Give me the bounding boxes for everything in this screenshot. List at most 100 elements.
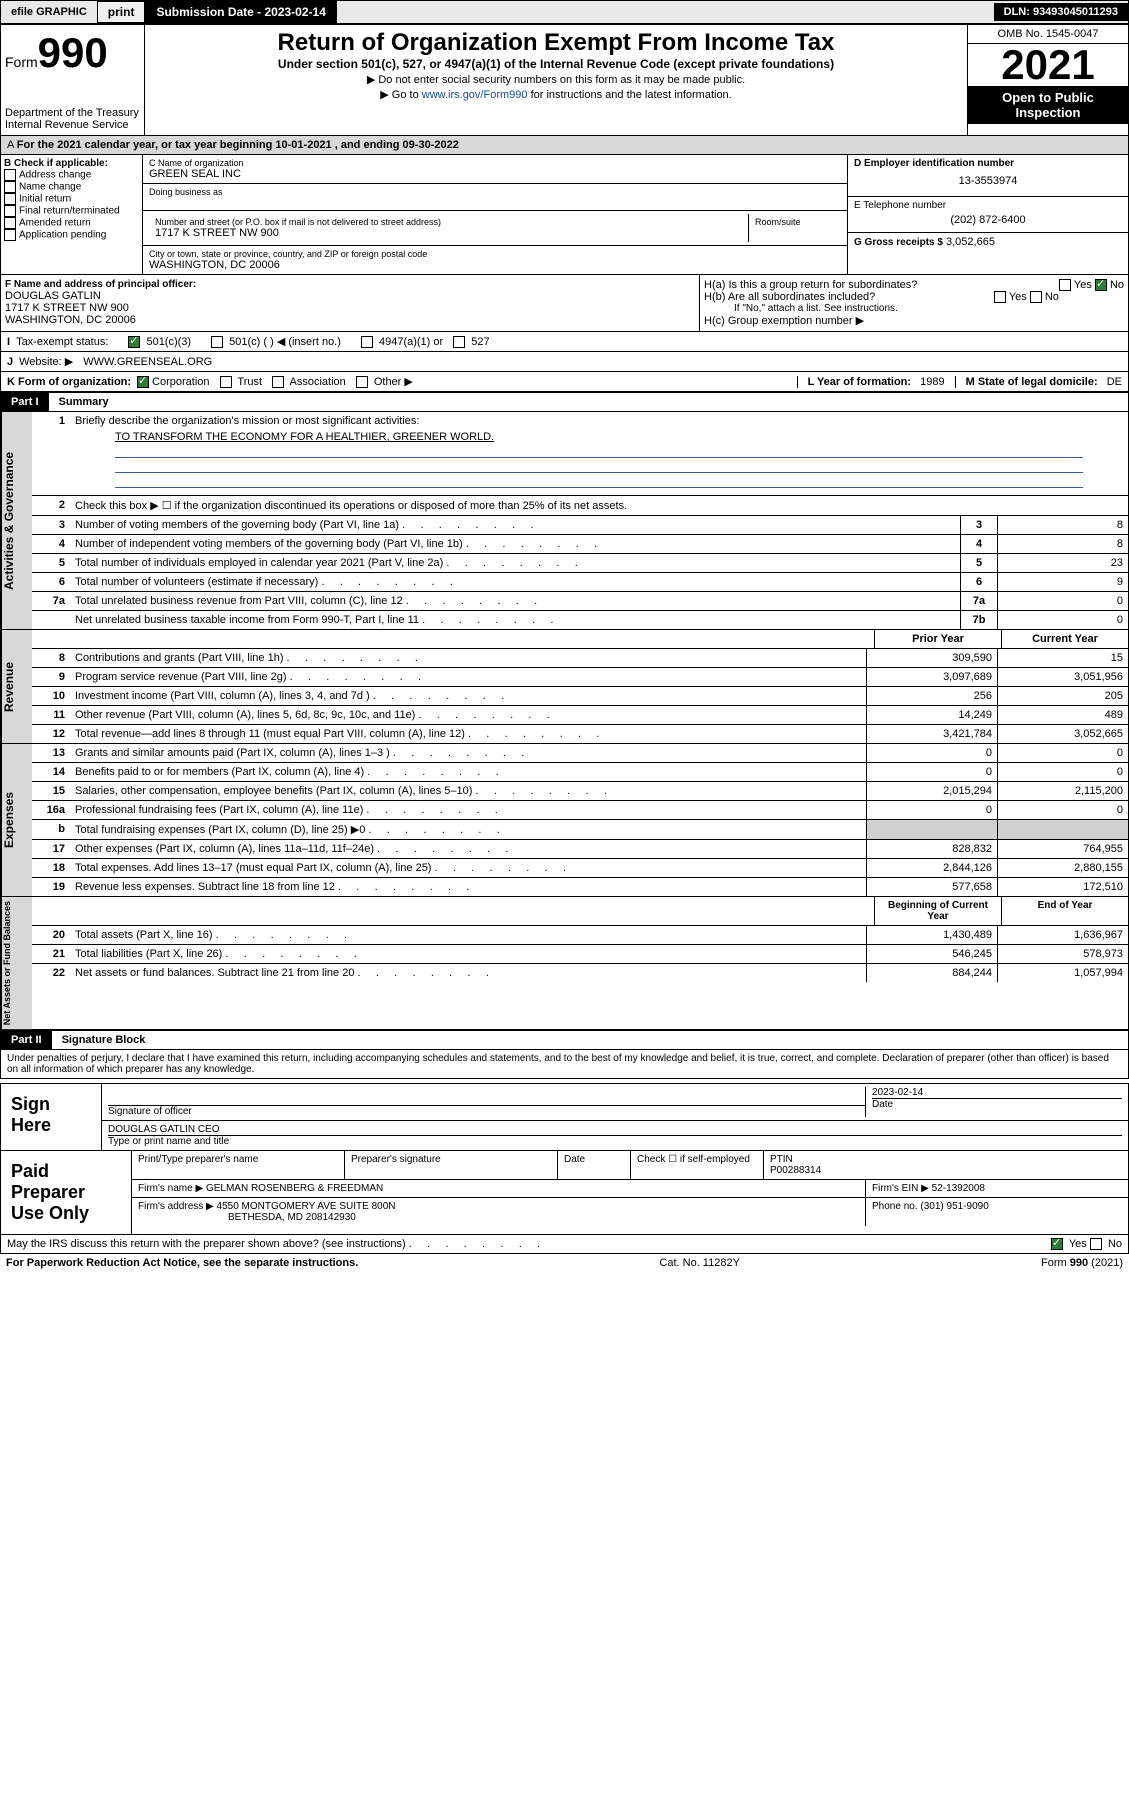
website-value: WWW.GREENSEAL.ORG xyxy=(83,356,212,368)
firm-phone: (301) 951-9090 xyxy=(920,1201,988,1212)
gross-value: 3,052,665 xyxy=(946,236,995,248)
firm-addr2: BETHESDA, MD 208142930 xyxy=(228,1212,356,1223)
declaration: Under penalties of perjury, I declare th… xyxy=(0,1050,1129,1079)
expenses-table: Expenses 13Grants and similar amounts pa… xyxy=(0,744,1129,897)
topbar: efile GRAPHIC print Submission Date - 20… xyxy=(0,0,1129,24)
vlabel-governance: Activities & Governance xyxy=(1,412,32,629)
hc-row: H(c) Group exemption number ▶ xyxy=(704,314,1124,327)
table-row: 19Revenue less expenses. Subtract line 1… xyxy=(32,878,1128,896)
check-527[interactable] xyxy=(453,336,465,348)
table-row: 20Total assets (Part X, line 16)1,430,48… xyxy=(32,926,1128,945)
section-bcdeg: B Check if applicable: Address change Na… xyxy=(0,155,1129,275)
check-pending[interactable]: Application pending xyxy=(4,229,139,241)
table-row: 7aTotal unrelated business revenue from … xyxy=(32,592,1128,611)
table-row: 17Other expenses (Part IX, column (A), l… xyxy=(32,840,1128,859)
table-row: 9Program service revenue (Part VIII, lin… xyxy=(32,668,1128,687)
table-row: 13Grants and similar amounts paid (Part … xyxy=(32,744,1128,763)
discuss-yes[interactable] xyxy=(1051,1238,1063,1250)
part2-header: Part II Signature Block xyxy=(0,1030,1129,1050)
check-assoc[interactable] xyxy=(272,376,284,388)
footer-mid: Cat. No. 11282Y xyxy=(659,1257,740,1269)
officer-addr1: 1717 K STREET NW 900 xyxy=(5,302,695,314)
table-row: 18Total expenses. Add lines 13–17 (must … xyxy=(32,859,1128,878)
officer-label: F Name and address of principal officer: xyxy=(5,279,695,290)
table-row: 4Number of independent voting members of… xyxy=(32,535,1128,554)
form-header: Form990 Department of the Treasury Inter… xyxy=(0,24,1129,136)
phone-value: (202) 872-6400 xyxy=(854,211,1122,229)
table-row: 15Salaries, other compensation, employee… xyxy=(32,782,1128,801)
prior-year-hdr: Prior Year xyxy=(874,630,1001,648)
table-row: 11Other revenue (Part VIII, column (A), … xyxy=(32,706,1128,725)
check-4947[interactable] xyxy=(361,336,373,348)
ein-value: 13-3553974 xyxy=(854,169,1122,193)
form-subtitle: Under section 501(c), 527, or 4947(a)(1)… xyxy=(149,57,963,71)
netassets-table: Net Assets or Fund Balances Beginning of… xyxy=(0,897,1129,1030)
firm-ein: 52-1392008 xyxy=(932,1183,985,1194)
table-row: 12Total revenue—add lines 8 through 11 (… xyxy=(32,725,1128,743)
addr-label: Number and street (or P.O. box if mail i… xyxy=(155,217,742,227)
dln: DLN: 93493045011293 xyxy=(994,3,1128,21)
current-year-hdr: Current Year xyxy=(1001,630,1128,648)
boy-hdr: Beginning of Current Year xyxy=(874,897,1001,925)
table-row: 3Number of voting members of the governi… xyxy=(32,516,1128,535)
ein-label: D Employer identification number xyxy=(854,158,1122,169)
city-label: City or town, state or province, country… xyxy=(149,249,841,259)
print-button[interactable]: print xyxy=(97,1,146,23)
prep-name-hdr: Print/Type preparer's name xyxy=(132,1151,345,1179)
check-other[interactable] xyxy=(356,376,368,388)
sign-here-label: Sign Here xyxy=(1,1084,102,1150)
vlabel-expenses: Expenses xyxy=(1,744,32,896)
table-row: 8Contributions and grants (Part VIII, li… xyxy=(32,649,1128,668)
org-address: 1717 K STREET NW 900 xyxy=(155,227,742,239)
hb-note: If "No," attach a list. See instructions… xyxy=(704,303,1124,314)
check-501c[interactable] xyxy=(211,336,223,348)
hb-row: H(b) Are all subordinates included? Yes … xyxy=(704,291,1124,303)
table-row: 10Investment income (Part VIII, column (… xyxy=(32,687,1128,706)
signature-block: Sign Here Signature of officer 2023-02-1… xyxy=(0,1083,1129,1151)
sig-officer-label: Signature of officer xyxy=(108,1105,865,1117)
form-title: Return of Organization Exempt From Incom… xyxy=(149,29,963,57)
prep-sig-hdr: Preparer's signature xyxy=(345,1151,558,1179)
q1-label: Briefly describe the organization's miss… xyxy=(75,415,1123,427)
table-row: 16aProfessional fundraising fees (Part I… xyxy=(32,801,1128,820)
section-fh: F Name and address of principal officer:… xyxy=(0,275,1129,332)
table-row: 5Total number of individuals employed in… xyxy=(32,554,1128,573)
ptin-value: P00288314 xyxy=(770,1165,1122,1176)
sig-name: DOUGLAS GATLIN CEO xyxy=(108,1124,1122,1135)
org-name-label: C Name of organization xyxy=(149,158,841,168)
org-name: GREEN SEAL INC xyxy=(149,168,841,180)
check-final[interactable]: Final return/terminated xyxy=(4,205,139,217)
q2-text: Check this box ▶ ☐ if the organization d… xyxy=(70,496,1128,515)
check-name[interactable]: Name change xyxy=(4,181,139,193)
sig-date: 2023-02-14 xyxy=(872,1087,1122,1098)
form-label: Form xyxy=(5,54,38,70)
check-trust[interactable] xyxy=(220,376,232,388)
dept-label: Department of the Treasury Internal Reve… xyxy=(5,107,140,131)
discuss-row: May the IRS discuss this return with the… xyxy=(0,1235,1129,1254)
governance-table: Activities & Governance 1 Briefly descri… xyxy=(0,412,1129,630)
check-501c3[interactable] xyxy=(128,336,140,348)
mission-text: TO TRANSFORM THE ECONOMY FOR A HEALTHIER… xyxy=(115,431,1083,443)
tax-status-row: I Tax-exempt status: 501(c)(3) 501(c) ( … xyxy=(0,332,1129,352)
line-a: A For the 2021 calendar year, or tax yea… xyxy=(0,136,1129,155)
phone-label: E Telephone number xyxy=(854,200,1122,211)
form-number: 990 xyxy=(38,29,108,76)
table-row: Net unrelated business taxable income fr… xyxy=(32,611,1128,629)
check-address[interactable]: Address change xyxy=(4,169,139,181)
efile-label: efile GRAPHIC xyxy=(1,3,97,21)
firm-name: GELMAN ROSENBERG & FREEDMAN xyxy=(206,1183,383,1194)
sig-date-label: Date xyxy=(872,1098,1122,1110)
submission-date: Submission Date - 2023-02-14 xyxy=(145,1,336,23)
prep-date-hdr: Date xyxy=(558,1151,631,1179)
room-label: Room/suite xyxy=(748,214,841,242)
paid-label: Paid Preparer Use Only xyxy=(1,1151,132,1234)
box-b-title: B Check if applicable: xyxy=(4,158,139,169)
check-amended[interactable]: Amended return xyxy=(4,217,139,229)
discuss-no[interactable] xyxy=(1090,1238,1102,1250)
check-initial[interactable]: Initial return xyxy=(4,193,139,205)
irs-link[interactable]: www.irs.gov/Form990 xyxy=(422,89,528,101)
table-row: 6Total number of volunteers (estimate if… xyxy=(32,573,1128,592)
vlabel-netassets: Net Assets or Fund Balances xyxy=(1,897,32,1029)
check-corp[interactable] xyxy=(137,376,149,388)
form-line2: ▶ Go to www.irs.gov/Form990 for instruct… xyxy=(149,88,963,101)
